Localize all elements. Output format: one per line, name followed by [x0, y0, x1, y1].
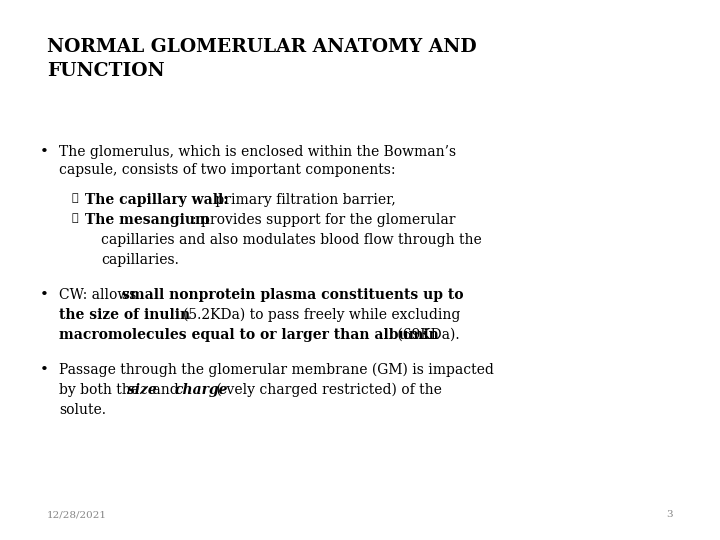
Text: by both the: by both the: [59, 383, 143, 397]
Text: The mesangium: The mesangium: [85, 213, 210, 227]
Text: Passage through the glomerular membrane (GM) is impacted: Passage through the glomerular membrane …: [59, 363, 494, 377]
Text: ➤: ➤: [72, 213, 78, 223]
Text: charge: charge: [174, 383, 228, 397]
Text: CW: allows: CW: allows: [59, 288, 141, 302]
Text: 12/28/2021: 12/28/2021: [47, 510, 107, 519]
Text: small nonprotein plasma constituents up to: small nonprotein plasma constituents up …: [122, 288, 464, 302]
Text: the size of inulin: the size of inulin: [59, 308, 190, 322]
Text: primary filtration barrier,: primary filtration barrier,: [211, 193, 396, 207]
Text: (5.2KDa) to pass freely while excluding: (5.2KDa) to pass freely while excluding: [183, 308, 460, 322]
Text: •: •: [40, 363, 48, 377]
Text: capillaries and also modulates blood flow through the: capillaries and also modulates blood flo…: [101, 233, 482, 247]
Text: macromolecules equal to or larger than albumin: macromolecules equal to or larger than a…: [59, 328, 438, 342]
Text: 3: 3: [667, 510, 673, 519]
Text: •: •: [40, 145, 48, 159]
Text: FUNCTION: FUNCTION: [47, 62, 164, 80]
Text: The glomerulus, which is enclosed within the Bowman’s: The glomerulus, which is enclosed within…: [59, 145, 456, 159]
Text: NORMAL GLOMERULAR ANATOMY AND: NORMAL GLOMERULAR ANATOMY AND: [47, 38, 477, 56]
Text: and: and: [148, 383, 184, 397]
Text: •: •: [40, 288, 48, 302]
Text: size: size: [127, 383, 156, 397]
Text: (69KDa).: (69KDa).: [393, 328, 460, 342]
Text: capsule, consists of two important components:: capsule, consists of two important compo…: [59, 163, 395, 177]
Text: ➤: ➤: [72, 193, 78, 203]
Text: solute.: solute.: [59, 403, 106, 417]
Text: : provides support for the glomerular: : provides support for the glomerular: [192, 213, 455, 227]
Text: capillaries.: capillaries.: [101, 253, 179, 267]
Text: The capillary wall:: The capillary wall:: [85, 193, 228, 207]
Text: (-vely charged restricted) of the: (-vely charged restricted) of the: [212, 383, 441, 397]
